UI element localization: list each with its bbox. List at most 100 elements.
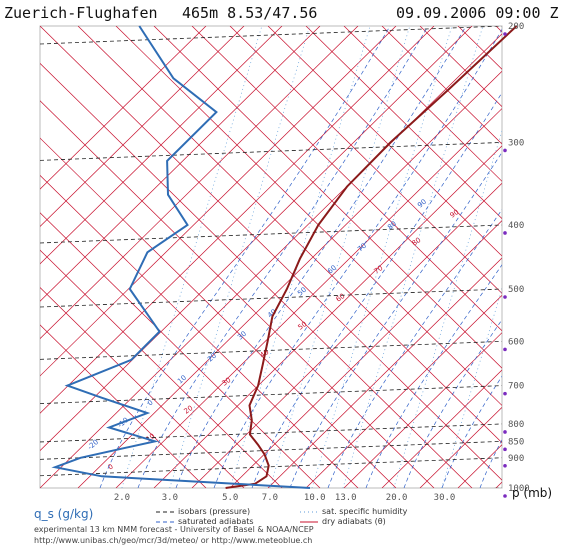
dry-adiabat-line: [229, 220, 502, 488]
footer-credit: experimental 13 km NMM forecast - Univer…: [34, 525, 314, 534]
y-tick-label: 900: [508, 454, 524, 464]
moist-adiabat-label: 90: [416, 198, 428, 210]
y-tick-label: 850: [508, 437, 524, 447]
isobar-line: [40, 385, 502, 405]
dry-adiabat-line: [40, 212, 321, 488]
y-axis-label: p (mb): [512, 486, 552, 500]
moist-adiabat-label: 10: [176, 374, 188, 386]
dry-adiabat-line: [40, 26, 397, 377]
x-tick-label: 30.0: [434, 493, 456, 503]
dry-adiabat-label: 70: [373, 264, 385, 276]
dry-adiabat-line: [40, 286, 245, 488]
moist-adiabat-curve: [251, 91, 502, 488]
x-axis-label: q_s (g/kg): [34, 507, 93, 521]
dry-adiabat-label: 60: [335, 292, 347, 304]
plot-frame: [39, 25, 503, 489]
moist-adiabat-curve: [327, 208, 502, 488]
dry-adiabat-label: 80: [411, 236, 423, 248]
moist-adiabat-label: 30: [236, 330, 248, 342]
dry-adiabat-line: [77, 26, 502, 444]
x-tick-label: 7.0: [262, 493, 278, 503]
moist-adiabat-label: 80: [386, 220, 398, 232]
isobar-line: [40, 26, 502, 45]
dry-adiabat-line: [40, 26, 435, 414]
moist-adiabat-curve: [289, 151, 502, 488]
moist-adiabat-label: 40: [266, 308, 278, 320]
x-tick-label: 2.0: [114, 493, 130, 503]
moist-adiabat-curve: [518, 26, 576, 488]
isobars: [40, 26, 502, 488]
dry-adiabat-label: 20: [183, 404, 195, 416]
isobar-line: [40, 224, 502, 244]
dry-adiabat-line: [534, 26, 576, 488]
wind-marker: [503, 494, 507, 498]
moist-adiabat-label: 70: [356, 242, 368, 254]
mixing-ratio-lines: [121, 26, 502, 488]
moist-adiabat-curve: [403, 319, 502, 488]
y-tick-label: 600: [508, 337, 524, 347]
mixing-ratio-line: [121, 26, 263, 488]
elevation-coords: 465m 8.53/47.56: [182, 4, 317, 22]
dry-adiabat-line: [40, 174, 359, 488]
isobar-line: [40, 288, 502, 308]
dry-adiabat-line: [40, 26, 321, 302]
x-tick-label: 3.0: [162, 493, 178, 503]
dry-adiabat-label: 90: [449, 208, 461, 220]
wind-markers: [503, 32, 507, 498]
isobar-line: [40, 340, 502, 360]
datetime: 09.09.2006 09:00 Z: [396, 4, 559, 22]
footer-urls: http://www.unibas.ch/geo/mcr/3d/meteo/ o…: [34, 536, 312, 545]
moist-adiabat-label: 60: [326, 264, 338, 276]
station-name: Zuerich-Flughafen: [4, 4, 158, 22]
dry-adiabat-line: [153, 145, 502, 488]
x-tick-label: 20.0: [386, 493, 408, 503]
dry-adiabat-line: [229, 26, 502, 294]
dry-adiabat-label: 50: [297, 320, 309, 332]
dry-adiabat-line: [40, 249, 283, 488]
dry-adiabat-line: [534, 26, 576, 488]
temperature-profile-line: [225, 25, 518, 489]
dry-adiabat-line: [40, 137, 397, 488]
wind-marker: [503, 32, 507, 36]
moist-adiabat-curve: [175, 26, 467, 488]
mixing-ratio-line: [441, 287, 502, 488]
moist-adiabat-curve: [441, 375, 502, 488]
dry-adiabat-line: [40, 26, 283, 265]
dry-adiabat-line: [267, 26, 502, 257]
wind-marker: [503, 391, 507, 396]
dry-adiabat-line: [40, 26, 245, 228]
dry-adiabat-label: 30: [221, 376, 233, 388]
isobar-line: [40, 440, 502, 460]
dry-adiabat-line: [191, 26, 502, 332]
dry-adiabat-line: [305, 294, 502, 488]
humidity-profile-line: [51, 25, 311, 489]
y-tick-label: 800: [508, 420, 524, 430]
dry-adiabat-line: [115, 26, 502, 406]
dry-adiabat-label: 10: [145, 432, 157, 444]
moist-adiabat-label: 20: [206, 352, 218, 364]
y-tick-label: 200: [508, 22, 524, 32]
moist-adiabat-curve: [213, 28, 502, 488]
wind-marker: [503, 231, 507, 235]
dry-adiabat-line: [343, 26, 502, 182]
dry-adiabat-line: [267, 257, 502, 488]
wind-marker: [503, 148, 507, 153]
dry-adiabat-line: [343, 332, 502, 488]
mixing-ratio-line: [269, 26, 411, 488]
mixing-ratio-line: [393, 129, 502, 488]
moist-adiabat-curve: [137, 26, 429, 488]
dry-adiabat-line: [115, 108, 502, 488]
moist-adiabat-label: 0: [146, 399, 155, 408]
dry-adiabat-line: [495, 481, 502, 488]
dry-adiabat-line: [381, 26, 502, 145]
y-tick-label: 400: [508, 221, 524, 231]
mixing-ratio-line: [342, 26, 484, 488]
dry-adiabat-line: [305, 26, 502, 220]
wind-marker: [503, 347, 507, 352]
moist-adiabat-curve: [365, 264, 502, 488]
dry-adiabat-line: [153, 26, 502, 369]
mixing-ratio-line: [311, 26, 453, 488]
isobar-line: [40, 141, 502, 161]
